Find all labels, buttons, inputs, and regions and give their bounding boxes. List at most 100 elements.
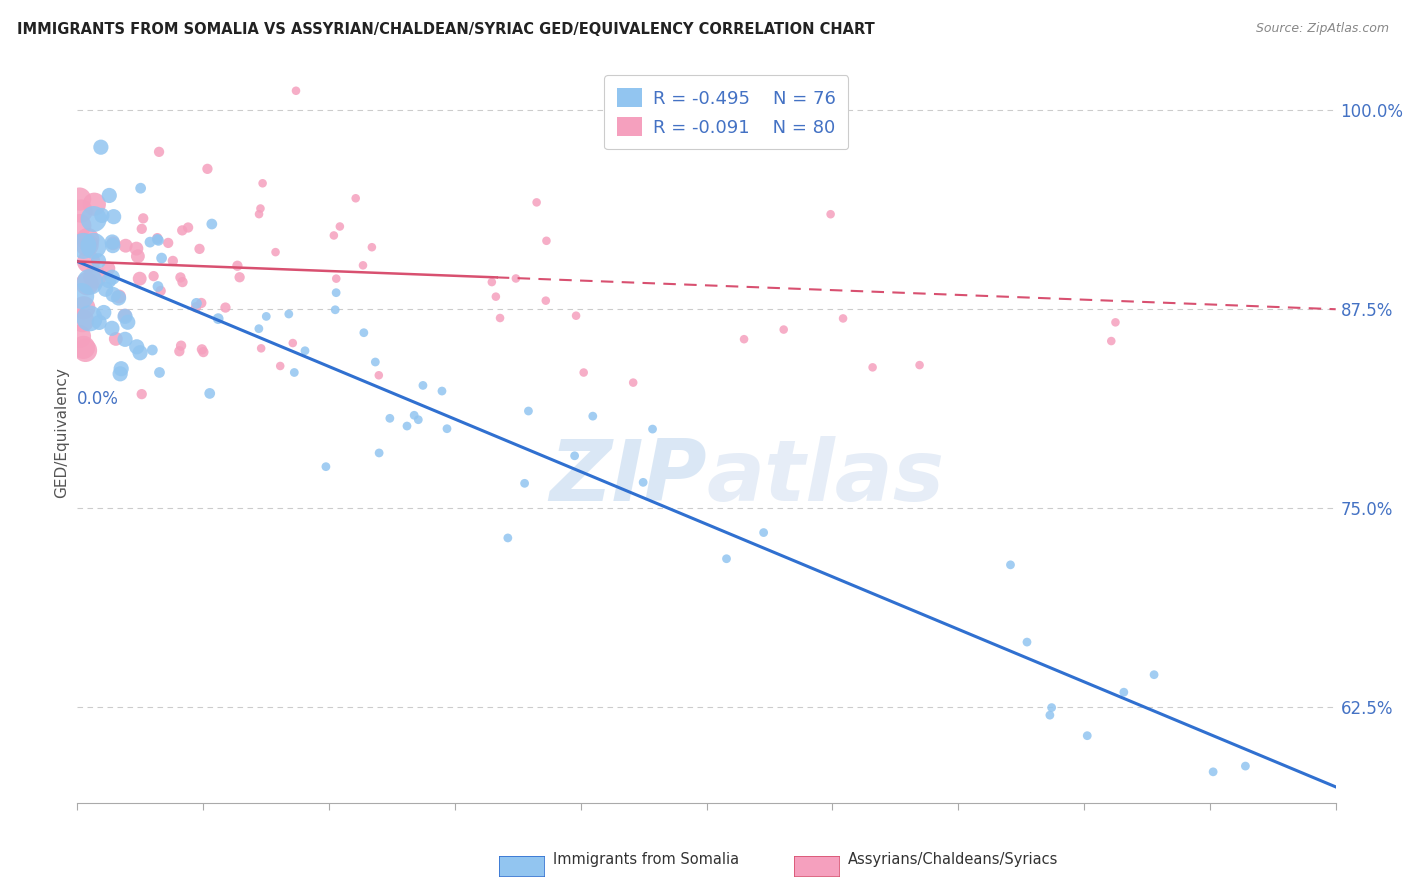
Point <box>132 211 155 226</box>
Point <box>90 209 112 223</box>
Point <box>72 313 94 327</box>
Point <box>162 254 184 268</box>
Point <box>90 140 112 154</box>
Point <box>131 222 153 236</box>
Text: ZIP: ZIP <box>548 435 707 518</box>
Point <box>277 307 299 321</box>
Point <box>505 271 527 285</box>
Point <box>103 236 125 251</box>
Point <box>150 251 173 265</box>
Point <box>832 311 855 326</box>
Point <box>75 343 97 358</box>
Point <box>125 242 148 256</box>
Point <box>408 413 430 427</box>
Point <box>83 197 105 211</box>
Point <box>186 296 208 310</box>
Point <box>1040 700 1063 714</box>
Point <box>582 409 605 424</box>
Point <box>146 231 169 245</box>
Point <box>772 322 794 336</box>
Point <box>73 301 96 315</box>
Point <box>367 368 389 383</box>
Point <box>70 204 93 219</box>
Point <box>534 293 557 308</box>
Point <box>436 422 458 436</box>
Point <box>169 270 191 285</box>
Point <box>170 339 193 353</box>
Point <box>114 310 136 324</box>
Point <box>353 326 375 340</box>
Point <box>157 235 180 250</box>
Point <box>364 355 387 369</box>
Point <box>412 378 434 392</box>
Point <box>128 271 150 285</box>
Point <box>169 344 191 359</box>
Point <box>325 271 347 285</box>
Point <box>142 269 165 284</box>
Point <box>172 275 194 289</box>
Point <box>526 195 548 210</box>
Point <box>141 343 163 357</box>
Point <box>565 309 588 323</box>
Point <box>283 366 305 380</box>
Point <box>733 332 755 346</box>
Point <box>214 301 236 315</box>
Point <box>378 411 401 425</box>
Point <box>395 419 418 434</box>
Point <box>148 145 170 159</box>
Point <box>191 343 214 357</box>
Point <box>254 310 277 324</box>
Point <box>127 249 149 263</box>
Text: IMMIGRANTS FROM SOMALIA VS ASSYRIAN/CHALDEAN/SYRIAC GED/EQUIVALENCY CORRELATION : IMMIGRANTS FROM SOMALIA VS ASSYRIAN/CHAL… <box>17 22 875 37</box>
Point <box>97 274 120 288</box>
Point <box>572 366 595 380</box>
Point <box>79 311 101 326</box>
Point <box>368 446 391 460</box>
Point <box>250 342 273 356</box>
Point <box>76 232 98 246</box>
Point <box>101 270 124 285</box>
Point <box>67 329 90 343</box>
Point <box>72 239 94 253</box>
Point <box>226 259 249 273</box>
Point <box>269 359 291 373</box>
Point <box>322 228 344 243</box>
Point <box>564 449 586 463</box>
Point <box>101 238 124 252</box>
Point <box>101 321 124 335</box>
Point <box>125 340 148 354</box>
Point <box>83 212 105 227</box>
Point <box>83 270 105 285</box>
Point <box>1015 635 1038 649</box>
Point <box>188 242 211 256</box>
Point <box>1234 759 1257 773</box>
Point <box>72 340 94 354</box>
Point <box>89 315 111 329</box>
Point <box>481 275 503 289</box>
Text: Source: ZipAtlas.com: Source: ZipAtlas.com <box>1256 22 1389 36</box>
Point <box>148 366 170 380</box>
Point <box>70 289 93 303</box>
Point <box>146 232 169 246</box>
Point <box>108 367 131 381</box>
Point <box>108 289 131 303</box>
Point <box>631 475 654 490</box>
Point <box>87 253 110 268</box>
Y-axis label: GED/Equivalency: GED/Equivalency <box>53 368 69 498</box>
Point <box>1143 667 1166 681</box>
Point <box>908 358 931 372</box>
Point <box>513 476 536 491</box>
Point <box>69 192 91 206</box>
Text: Assyrians/Chaldeans/Syriacs: Assyrians/Chaldeans/Syriacs <box>848 853 1059 867</box>
Point <box>148 233 170 247</box>
Point <box>294 343 316 358</box>
Point <box>1076 729 1098 743</box>
Point <box>1104 315 1126 329</box>
Point <box>641 422 664 436</box>
Point <box>315 459 337 474</box>
Point <box>131 387 153 401</box>
Point <box>352 258 374 272</box>
Point <box>1112 685 1135 699</box>
Point <box>110 361 132 376</box>
Point <box>247 207 270 221</box>
